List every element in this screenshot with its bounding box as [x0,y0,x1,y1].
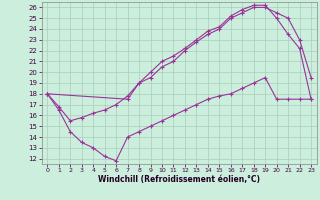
X-axis label: Windchill (Refroidissement éolien,°C): Windchill (Refroidissement éolien,°C) [98,175,260,184]
